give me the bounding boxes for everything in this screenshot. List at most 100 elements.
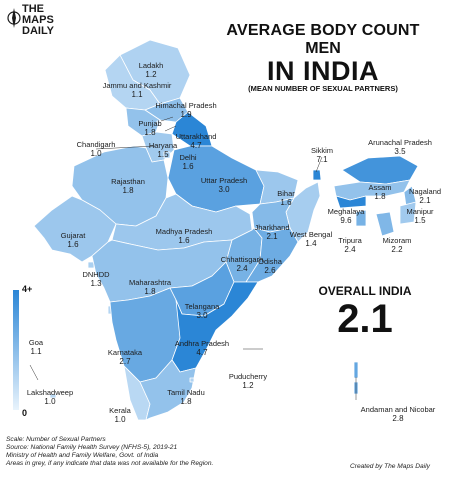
region-value: 3.5 [394, 147, 406, 156]
region-odisha [245, 227, 299, 283]
label-andhra-pradesh: Andhra Pradesh 4.7 [175, 339, 229, 357]
region-value: 1.3 [90, 279, 102, 288]
region-puducherry [189, 377, 195, 383]
region-name: Ladakh [138, 61, 164, 70]
label-ladakh: Ladakh 1.2 [139, 61, 164, 79]
region-value: 1.8 [374, 192, 386, 201]
region-value: 2.1 [266, 232, 278, 241]
region-sikkim [312, 169, 322, 181]
region-value: 2.8 [392, 414, 404, 423]
region-name: Manipur [406, 207, 434, 216]
label-madhya-pradesh: Madhya Pradesh 1.6 [156, 227, 213, 245]
region-value: 7.1 [316, 155, 328, 164]
region-value: 1.6 [67, 240, 79, 249]
region-name: Rajasthan [111, 177, 145, 186]
label-goa: Goa 1.1 [29, 338, 43, 356]
region-name: Maharashtra [128, 278, 172, 287]
region-value: 1.4 [305, 239, 317, 248]
region-name: Lakshadweep [26, 388, 74, 397]
region-name: Nagaland [408, 187, 442, 196]
region-value: 2.1 [419, 196, 431, 205]
title-line-2: MEN [305, 40, 341, 57]
region-value: 1.6 [178, 236, 190, 245]
label-rajasthan: Rajasthan 1.8 [111, 177, 145, 195]
region-value: 1.8 [144, 287, 156, 296]
label-kerala: Kerala 1.0 [109, 406, 131, 424]
region-name: Telangana [184, 302, 220, 311]
region-value: 2.6 [264, 266, 276, 275]
region-value: 1.6 [182, 162, 194, 171]
region-name: Sikkim [310, 146, 334, 155]
overall-value: 2.1 [337, 297, 393, 341]
label-andaman-and-nicobar: Andaman and Nicobar 2.8 [361, 405, 436, 423]
region-value: 4.7 [196, 348, 208, 357]
region-name: Punjab [138, 119, 162, 128]
region-name: Arunachal Pradesh [368, 138, 432, 147]
region-name: Chandigarh [76, 140, 116, 149]
region-value: 1.2 [242, 381, 254, 390]
region-andaman-and-nicobar [353, 361, 359, 379]
label-sikkim: Sikkim 7.1 [311, 146, 333, 164]
region-value: 1.5 [414, 216, 426, 225]
region-value: 1.0 [44, 397, 56, 406]
label-tripura: Tripura 2.4 [338, 236, 361, 254]
region-name: Jammu and Kashmir [102, 81, 172, 90]
footer-notes: Scale: Number of Sexual Partners Source:… [6, 436, 213, 468]
region-name: Tripura [338, 236, 362, 245]
region-name: West Bengal [289, 230, 333, 239]
label-chandigarh: Chandigarh 1.0 [77, 140, 116, 158]
region-name: Andaman and Nicobar [360, 405, 436, 414]
region-value: 1.6 [280, 198, 292, 207]
title-line-3: IN INDIA [267, 56, 379, 86]
label-lakshadweep: Lakshadweep 1.0 [27, 388, 73, 406]
region-name: Uttarakhand [175, 132, 217, 141]
label-manipur: Manipur 1.5 [406, 207, 433, 225]
region-value: 2.4 [236, 264, 248, 273]
region-name: DNHDD [82, 270, 110, 279]
region-name: Bihar [277, 189, 295, 198]
region-name: Andhra Pradesh [174, 339, 230, 348]
label-jharkhand: Jharkhand 2.1 [254, 223, 289, 241]
region-value: 3.0 [196, 311, 208, 320]
region-name: Delhi [179, 153, 197, 162]
region-tamil-nadu [139, 359, 197, 421]
region-value: 1.8 [122, 186, 134, 195]
region-value: 2.4 [344, 245, 356, 254]
legend-max-label: 4+ [22, 284, 33, 294]
label-karnataka: Karnataka 2.7 [108, 348, 142, 366]
region-name: Chhattisgarh [220, 255, 264, 264]
label-dnhdd: DNHDD 1.3 [82, 270, 109, 288]
label-himachal-pradesh: Himachal Pradesh 1.9 [155, 101, 216, 119]
region-meghalaya [335, 195, 367, 209]
legend-color-bar [13, 290, 19, 410]
region-value: 1.5 [157, 150, 169, 159]
region-value: 1.1 [30, 347, 42, 356]
label-assam: Assam 1.8 [369, 183, 392, 201]
region-name: Mizoram [382, 236, 412, 245]
region-value: 1.8 [180, 397, 192, 406]
region-value: 1.2 [145, 70, 157, 79]
region-name: Kerala [109, 406, 131, 415]
footer-note: Areas in grey, if any indicate that data… [6, 460, 214, 467]
region-value: 2.2 [391, 245, 403, 254]
title-line-1: AVERAGE BODY COUNT [226, 22, 420, 39]
region-name: Odisha [258, 257, 282, 266]
region-chandigarh [156, 120, 161, 125]
label-odisha: Odisha 2.6 [258, 257, 282, 275]
brand-line-3: DAILY [22, 25, 54, 37]
region-name: Meghalaya [327, 207, 365, 216]
region-name: Puducherry [228, 372, 268, 381]
label-uttarakhand: Uttarakhand 4.7 [176, 132, 217, 150]
region-tripura [355, 209, 367, 227]
label-meghalaya: Meghalaya 9.6 [328, 207, 365, 225]
region-name: Assam [368, 183, 392, 192]
label-chhattisgarh: Chhattisgarh 2.4 [221, 255, 264, 273]
subtitle: (MEAN NUMBER OF SEXUAL PARTNERS) [248, 84, 398, 93]
region-delhi [163, 151, 171, 159]
region-value: 1.0 [90, 149, 102, 158]
label-bihar: Bihar 1.6 [277, 189, 295, 207]
region-value: 1.8 [144, 128, 156, 137]
region-value: 4.7 [190, 141, 202, 150]
footer-source: Source: National Family Health Survey (N… [6, 444, 178, 451]
